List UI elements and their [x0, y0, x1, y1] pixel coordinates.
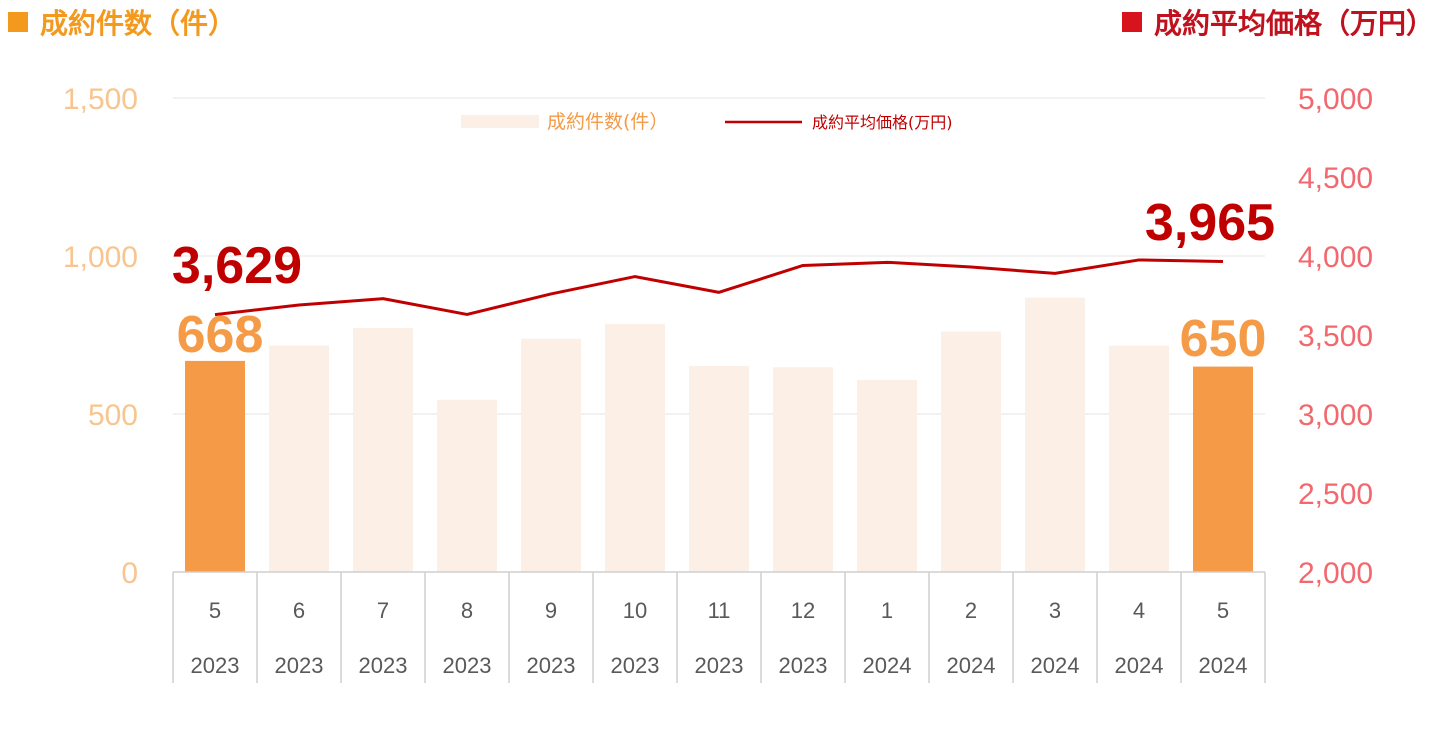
x-month-label: 12 — [791, 598, 815, 623]
bar-highlight — [1193, 366, 1253, 572]
left-axis-ticks: 0 500 1,000 1,500 — [63, 83, 138, 590]
x-month-label: 8 — [461, 598, 473, 623]
x-year-label: 2023 — [443, 653, 492, 678]
x-axis-line — [172, 571, 1266, 683]
bar — [353, 328, 413, 572]
x-year-label: 2023 — [779, 653, 828, 678]
right-tick-label: 2,500 — [1298, 478, 1373, 511]
left-axis-title-text: 成約件数（件） — [40, 7, 237, 40]
x-month-label: 2 — [965, 598, 977, 623]
x-axis-labels: 5202362023720238202392023102023112023122… — [191, 598, 1248, 678]
bar — [437, 399, 497, 572]
x-year-label: 2023 — [359, 653, 408, 678]
bar — [689, 365, 749, 572]
x-year-label: 2023 — [191, 653, 240, 678]
price-line-path — [214, 258, 1224, 317]
legend-bar-swatch — [461, 115, 539, 128]
red-square-icon — [1121, 12, 1142, 32]
x-month-label: 9 — [545, 598, 557, 623]
left-tick-label: 1,500 — [63, 83, 138, 116]
bar — [1109, 345, 1169, 572]
legend: 成約件数(件） 成約平均価格(万円) — [461, 111, 953, 133]
bar — [773, 367, 833, 572]
x-month-label: 10 — [623, 598, 647, 623]
x-month-label: 11 — [708, 598, 731, 623]
orange-square-icon — [8, 12, 28, 32]
first-price-label: 3,629 — [172, 237, 302, 295]
x-year-label: 2023 — [695, 653, 744, 678]
x-year-label: 2024 — [947, 653, 996, 678]
x-month-label: 5 — [1217, 598, 1229, 623]
bar — [941, 331, 1001, 572]
x-year-label: 2024 — [863, 653, 912, 678]
x-year-label: 2024 — [1115, 653, 1164, 678]
bar — [605, 323, 665, 572]
bar — [521, 338, 581, 572]
right-axis-title: 成約平均価格（万円） — [1121, 2, 1434, 42]
x-year-label: 2024 — [1199, 653, 1248, 678]
data-labels: 3,629 3,965 668 650 — [172, 194, 1275, 368]
last-price-label: 3,965 — [1145, 194, 1275, 252]
legend-line-label: 成約平均価格(万円) — [812, 113, 953, 132]
right-tick-label: 4,500 — [1298, 162, 1373, 195]
right-tick-label: 3,000 — [1298, 399, 1373, 432]
bars — [185, 297, 1253, 572]
x-year-label: 2023 — [527, 653, 576, 678]
left-tick-label: 500 — [88, 399, 138, 432]
x-month-label: 7 — [377, 598, 389, 623]
x-year-label: 2023 — [275, 653, 324, 678]
price-line — [214, 258, 1224, 317]
x-month-label: 3 — [1049, 598, 1061, 623]
bar — [1025, 297, 1085, 572]
right-tick-label: 5,000 — [1298, 83, 1373, 116]
right-axis-ticks: 2,000 2,500 3,000 3,500 4,000 4,500 5,000 — [1298, 83, 1373, 590]
first-count-label: 668 — [177, 306, 264, 364]
last-count-label: 650 — [1180, 310, 1267, 368]
right-axis-title-text: 成約平均価格（万円） — [1153, 7, 1434, 40]
x-month-label: 4 — [1133, 598, 1145, 623]
left-tick-label: 1,000 — [63, 241, 138, 274]
x-month-label: 1 — [881, 598, 893, 623]
bar-highlight — [185, 360, 245, 572]
left-axis-title: 成約件数（件） — [8, 2, 236, 42]
right-tick-label: 3,500 — [1298, 320, 1373, 353]
left-tick-label: 0 — [121, 557, 138, 590]
x-month-label: 5 — [209, 598, 221, 623]
x-year-label: 2023 — [611, 653, 660, 678]
bar — [269, 345, 329, 572]
right-tick-label: 2,000 — [1298, 557, 1373, 590]
x-year-label: 2024 — [1031, 653, 1080, 678]
legend-bar-label: 成約件数(件） — [547, 111, 668, 133]
bar — [857, 379, 917, 572]
right-tick-label: 4,000 — [1298, 241, 1373, 274]
x-month-label: 6 — [293, 598, 305, 623]
